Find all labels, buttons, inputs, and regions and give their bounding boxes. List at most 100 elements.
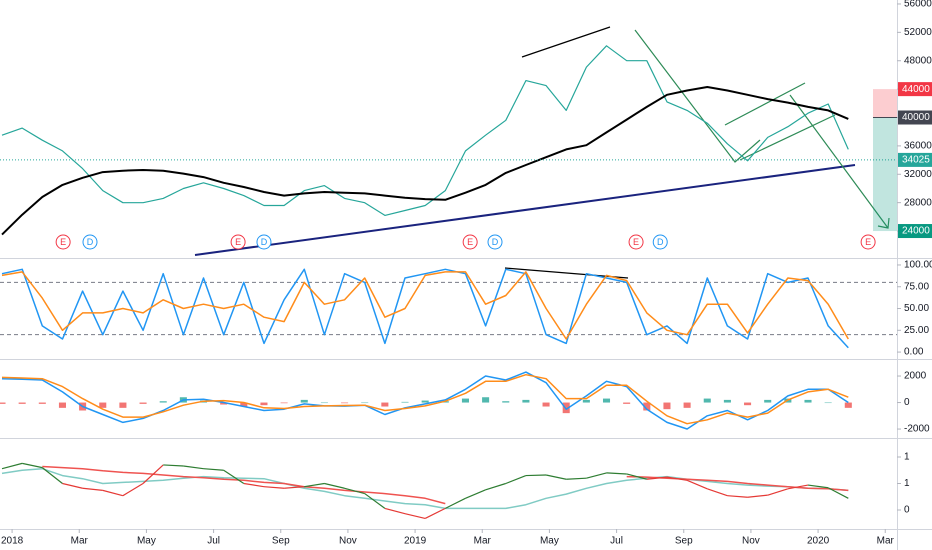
event-marker (628, 234, 644, 250)
indicator-segment (404, 513, 426, 520)
histogram-bar (220, 402, 228, 405)
x-tick-label: May (137, 536, 156, 547)
histogram-bar (844, 402, 852, 408)
histogram-bar (683, 402, 691, 408)
indicator-segment (505, 474, 527, 485)
indicator-segment (686, 479, 708, 490)
histogram-bar (502, 401, 510, 403)
histogram-bar (159, 401, 167, 403)
y-tick-label: 0 (904, 397, 910, 408)
histogram-bar (744, 402, 752, 406)
price-label-box (898, 82, 932, 97)
stop-zone (873, 89, 897, 118)
trend-line (521, 26, 611, 58)
histogram-bar (482, 397, 490, 403)
histogram-bar (401, 401, 409, 403)
indicator-segment (747, 494, 768, 498)
drawings (194, 26, 890, 279)
histogram-bar (139, 402, 147, 404)
price-label: 34025 (902, 155, 930, 166)
target-zone (873, 117, 897, 232)
x-tick-label: Nov (339, 536, 357, 547)
histogram-bar (341, 402, 349, 404)
series-line (1, 45, 849, 216)
y-tick-label: 100.00 (904, 260, 932, 271)
histogram-bar (582, 399, 590, 403)
indicator-segment (1, 462, 23, 470)
histogram-bar (18, 402, 26, 404)
x-tick-label: Sep (272, 536, 290, 547)
series-line (1, 268, 849, 349)
price-label: 24000 (902, 226, 930, 237)
y-tick-label: 36000 (904, 141, 932, 152)
histogram-bar (804, 399, 812, 403)
y-tick-label: 1 (904, 452, 910, 463)
indicator-segment (646, 476, 668, 480)
indicator-segment (183, 465, 204, 470)
x-tick-label: Jul (207, 536, 220, 547)
indicator-segment (586, 472, 607, 479)
trend-line (194, 164, 856, 256)
x-tick-label: Nov (742, 536, 760, 547)
indicator-segment (102, 489, 124, 497)
y-tick-label: 25.00 (904, 325, 929, 336)
event-label: D (87, 237, 94, 247)
indicator-segment (203, 468, 224, 471)
histogram-bar (542, 402, 550, 407)
indicator-segment (707, 488, 728, 497)
y-tick-label: 28000 (904, 197, 932, 208)
indicator-segment (727, 495, 748, 498)
histogram-bar (58, 402, 66, 408)
indicator-segment (384, 507, 406, 515)
histogram-bar (723, 399, 731, 403)
x-tick-label: Mar (474, 536, 492, 547)
arrow-head (877, 217, 890, 229)
event-marker (256, 234, 272, 250)
event-marker (462, 234, 478, 250)
event-marker (652, 234, 668, 250)
indicator-segment (62, 482, 83, 489)
indicator-segment (142, 464, 164, 484)
event-label: E (60, 237, 66, 247)
indicator-segment (666, 476, 688, 481)
histogram-bar (421, 400, 429, 403)
indicator-segment (545, 474, 567, 480)
histogram-bar (461, 398, 469, 403)
indicator-segment (445, 497, 466, 509)
series-line (1, 371, 849, 430)
indicator-segment (243, 482, 265, 488)
channel-line (739, 114, 836, 161)
indicator-segment (263, 486, 285, 489)
histogram-bar (703, 398, 711, 403)
histogram-bar (522, 399, 530, 403)
series-line (1, 86, 849, 236)
indicator-segment (41, 467, 63, 484)
x-tick-label: May (540, 536, 559, 547)
channel-line (634, 29, 761, 163)
y-tick-label: 75.00 (904, 281, 929, 292)
event-label: D (492, 237, 499, 247)
y-tick-label: 1 (904, 478, 910, 489)
x-tick-label: Sep (675, 536, 693, 547)
indicator-segment (807, 484, 829, 489)
indicator-segment (122, 482, 144, 497)
y-tick-label: 32000 (904, 169, 932, 180)
y-tick-label: 50.00 (904, 303, 929, 314)
indicator-segment (626, 473, 647, 480)
histogram-bar (280, 402, 288, 404)
price-label-box (898, 224, 932, 239)
y-tick-label: 52000 (904, 27, 932, 38)
event-label: E (467, 237, 473, 247)
arrow-line (789, 94, 889, 229)
histogram-bar (643, 402, 651, 411)
y-tick-label: 56000 (904, 0, 932, 10)
indicator-segment (525, 474, 547, 477)
series-line (1, 467, 849, 510)
indicator-segment (787, 484, 809, 490)
indicator-segment (606, 472, 627, 475)
price-label-box (898, 110, 932, 125)
histogram-bar (663, 402, 671, 410)
x-tick-label: Mar (877, 536, 895, 547)
y-tick-label: 2000 (904, 371, 927, 382)
